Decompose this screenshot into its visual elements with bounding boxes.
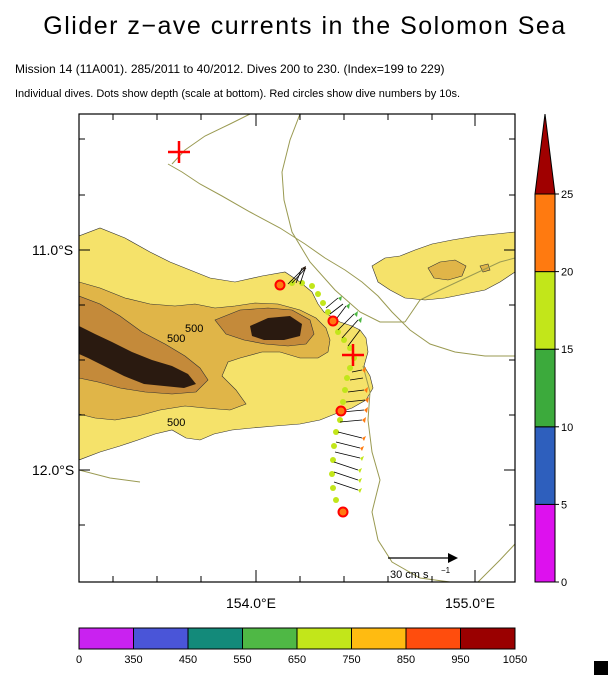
depth-colorbar: 0 350 450 550 650 750 850 950 1050 [76,627,527,666]
depth-colorbar-segment [187,627,243,650]
speed-colorbar-segment [534,193,556,273]
plot-title: Glider z−ave currents in the Solomon Sea [43,12,567,40]
lat-label-12s: 12.0°S [32,462,74,478]
depth-colorbar-segment [460,627,516,650]
depth-colorbar-segment [405,627,461,650]
speed-colorbar-segment [534,503,556,583]
contour-label-500-c: 500 [167,417,185,429]
depth-colorbar-segment [133,627,189,650]
depth-colorbar-tick-label: 850 [397,654,415,666]
mission-subtitle: Mission 14 (11A001). 285/2011 to 40/2012… [15,62,445,76]
depth-colorbar-segment [296,627,352,650]
speed-colorbar-cap [534,113,556,195]
lat-label-11s: 11.0°S [32,242,73,258]
coastline-lines [79,114,515,582]
depth-colorbar-tick-label: 1050 [503,654,527,666]
reference-vector-exponent: −1 [441,566,451,575]
depth-colorbar-tick-label: 950 [451,654,469,666]
speed-colorbar-tick-label: 0 [561,577,567,589]
speed-colorbar-segment [534,426,556,505]
depth-colorbar-tick-label: 450 [179,654,197,666]
lon-label-155e: 155.0°E [445,595,495,611]
depth-colorbar-tick-label: 350 [124,654,142,666]
description-subtitle: Individual dives. Dots show depth (scale… [15,88,461,100]
bathymetry-trench-east [250,316,302,340]
reference-vector-label: 30 cm s [390,569,429,581]
depth-colorbar-tick-label: 650 [288,654,306,666]
speed-colorbar-tick-label: 20 [561,267,573,279]
glider-track [279,280,357,503]
depth-colorbar-segment [351,627,407,650]
depth-colorbar-segment [78,627,134,650]
speed-colorbar-tick-label: 15 [561,344,573,356]
current-vectors [287,267,366,491]
depth-colorbar-tick-label: 0 [76,654,82,666]
current-vector-heads [302,266,369,493]
map-ticks [79,114,515,582]
contour-label-500-b: 500 [167,333,185,345]
position-crosses [168,141,364,366]
lon-label-154e: 154.0°E [226,595,276,611]
speed-colorbar-segment [534,348,556,428]
speed-colorbar-tick-label: 25 [561,189,573,201]
depth-colorbar-segment [242,627,298,650]
reference-vector-head [448,553,458,563]
speed-colorbar: 0 5 10 15 20 25 [534,113,573,589]
depth-colorbar-tick-label: 550 [233,654,251,666]
speed-colorbar-tick-label: 5 [561,499,567,511]
speed-colorbar-segment [534,271,556,350]
speed-colorbar-tick-label: 10 [561,422,573,434]
map-area: 500 500 500 30 cm s −1 [79,114,515,582]
contour-labels: 500 500 500 [166,322,208,429]
bathymetry-trench-west [79,326,196,388]
dive-number-markers [274,279,349,518]
corner-marker [594,661,608,675]
bathymetry-east-mid [427,259,467,281]
map-frame [78,113,516,583]
depth-colorbar-tick-label: 750 [342,654,360,666]
